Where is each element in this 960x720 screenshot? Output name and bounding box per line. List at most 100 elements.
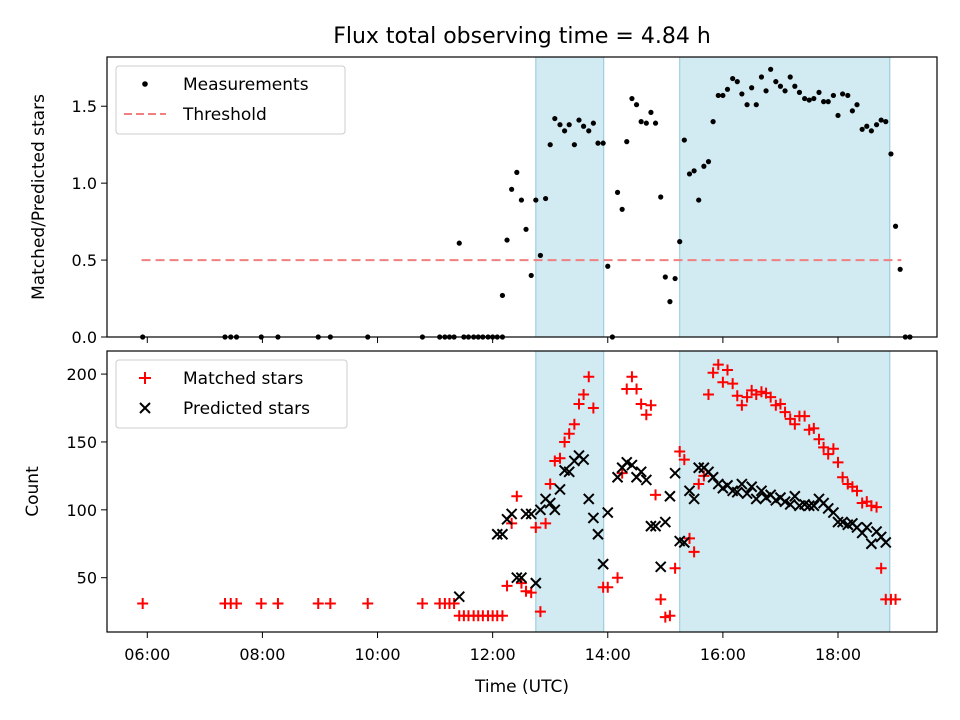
- data-point: [750, 493, 762, 505]
- data-point: [731, 390, 743, 402]
- data-point: [796, 89, 803, 95]
- data-point: [655, 561, 667, 573]
- shaded-interval: [535, 350, 605, 633]
- data-point: [525, 587, 537, 599]
- chart-title: Flux total observing time = 4.84 h: [333, 24, 711, 49]
- data-point: [832, 456, 844, 468]
- data-point: [717, 376, 729, 388]
- data-point: [612, 572, 624, 584]
- data-point: [741, 487, 753, 500]
- data-point: [678, 536, 691, 549]
- data-point: [568, 418, 580, 430]
- data-point: [897, 266, 903, 272]
- data-point: [559, 436, 571, 448]
- data-point: [677, 239, 683, 245]
- data-point: [837, 471, 849, 483]
- data-point: [544, 478, 556, 490]
- data-point: [768, 66, 774, 72]
- data-point: [602, 506, 614, 519]
- data-point: [324, 597, 336, 609]
- data-point: [692, 462, 705, 474]
- data-point: [736, 399, 748, 411]
- data-point: [864, 123, 870, 129]
- data-point: [840, 91, 846, 97]
- data-point: [515, 577, 527, 589]
- data-point: [629, 95, 635, 102]
- data-point: [631, 383, 643, 395]
- data-point: [758, 74, 765, 80]
- data-point: [534, 606, 546, 618]
- data-point: [672, 275, 678, 282]
- data-point: [818, 441, 830, 453]
- data-point: [730, 75, 736, 82]
- data-point: [586, 128, 592, 134]
- data-point: [635, 398, 647, 410]
- data-point: [720, 92, 726, 99]
- data-point: [643, 120, 649, 126]
- data-point: [808, 500, 820, 512]
- data-point: [537, 252, 544, 259]
- data-point: [755, 485, 768, 497]
- data-point: [626, 371, 638, 383]
- data-point: [554, 452, 566, 464]
- data-point: [638, 119, 644, 125]
- data-point: [255, 597, 267, 609]
- data-point: [871, 501, 883, 513]
- data-point: [792, 83, 798, 89]
- data-point: [773, 79, 779, 85]
- data-point: [736, 478, 748, 490]
- data-point: [272, 597, 284, 609]
- ratio-panel: 0.0 0.5 1.0 1.5 Matched/Predicted stars Measu…: [29, 56, 938, 347]
- legend-marker: [139, 402, 151, 414]
- data-point: [674, 445, 686, 457]
- data-point: [659, 516, 672, 528]
- data-point: [648, 109, 654, 115]
- y-tick-label: 150: [66, 433, 97, 452]
- data-point: [875, 562, 887, 574]
- data-point: [552, 115, 558, 122]
- data-point: [566, 122, 572, 128]
- data-point: [816, 89, 822, 95]
- x-tick-label: 14:00: [585, 645, 631, 664]
- data-point: [784, 498, 796, 511]
- data-point: [633, 102, 640, 108]
- data-point: [789, 490, 801, 502]
- x-tick-label: 06:00: [124, 645, 170, 664]
- y-tick-label: 200: [66, 365, 97, 384]
- y-tick-label: 1.5: [72, 97, 97, 116]
- legend-box: [115, 65, 346, 135]
- series-measurements: [140, 66, 913, 340]
- legend-label: Matched stars: [183, 369, 303, 389]
- data-point: [587, 402, 599, 414]
- data-point: [549, 504, 561, 516]
- data-point: [806, 97, 812, 103]
- data-point: [686, 171, 693, 177]
- data-point: [530, 521, 542, 533]
- data-point: [669, 467, 681, 479]
- data-point: [782, 88, 788, 94]
- data-point: [662, 274, 668, 280]
- data-point: [827, 506, 840, 519]
- data-point: [456, 240, 462, 246]
- data-point: [416, 597, 428, 609]
- data-point: [525, 508, 537, 520]
- data-point: [496, 610, 508, 622]
- data-point: [600, 140, 606, 146]
- data-point: [693, 478, 705, 490]
- data-point: [523, 226, 529, 232]
- legend-label: Threshold: [182, 105, 267, 125]
- data-point: [808, 422, 820, 434]
- data-point: [578, 388, 590, 400]
- data-point: [830, 92, 836, 99]
- data-point: [312, 597, 324, 609]
- data-point: [534, 504, 547, 516]
- data-point: [597, 558, 609, 570]
- y-tick-label: 1.0: [72, 174, 97, 193]
- data-point: [802, 95, 808, 102]
- data-point: [595, 140, 601, 146]
- data-point: [362, 597, 374, 609]
- data-point: [505, 508, 518, 520]
- y-tick-label: 0.0: [72, 328, 97, 347]
- data-point: [744, 102, 750, 108]
